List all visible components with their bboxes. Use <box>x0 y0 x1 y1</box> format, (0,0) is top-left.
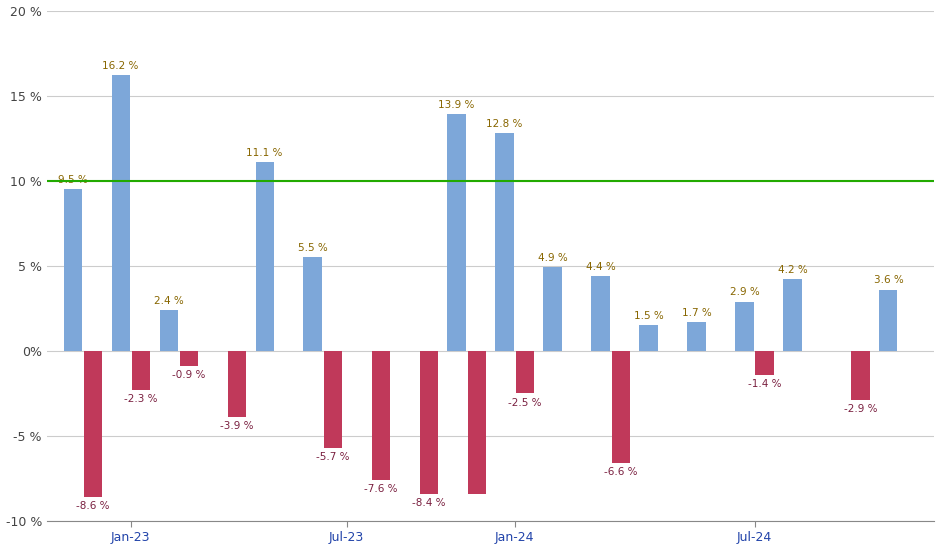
Bar <box>687 322 706 351</box>
Text: -5.7 %: -5.7 % <box>316 452 350 462</box>
Text: -8.6 %: -8.6 % <box>76 502 110 512</box>
Bar <box>612 351 630 463</box>
Bar <box>227 351 246 417</box>
Bar <box>160 310 178 351</box>
Bar <box>879 290 898 351</box>
Bar <box>515 351 534 393</box>
Bar <box>591 276 610 351</box>
Text: 5.5 %: 5.5 % <box>298 243 327 253</box>
Text: 1.5 %: 1.5 % <box>634 311 664 321</box>
Text: -3.9 %: -3.9 % <box>220 421 254 432</box>
Bar <box>256 162 274 351</box>
Text: -2.9 %: -2.9 % <box>844 404 877 415</box>
Bar <box>495 133 513 351</box>
Bar <box>132 351 150 390</box>
Text: -2.3 %: -2.3 % <box>124 394 158 404</box>
Bar <box>180 351 198 366</box>
Text: 3.6 %: 3.6 % <box>873 276 903 285</box>
Bar <box>543 267 561 351</box>
Text: -1.4 %: -1.4 % <box>748 379 781 389</box>
Text: 4.2 %: 4.2 % <box>777 265 807 275</box>
Bar <box>852 351 870 400</box>
Bar <box>639 326 658 351</box>
Bar <box>64 189 82 351</box>
Bar <box>467 351 486 494</box>
Text: 4.4 %: 4.4 % <box>586 262 616 272</box>
Bar <box>756 351 774 375</box>
Text: -7.6 %: -7.6 % <box>364 485 398 494</box>
Text: -8.4 %: -8.4 % <box>412 498 446 508</box>
Text: 12.8 %: 12.8 % <box>486 119 523 129</box>
Text: 1.7 %: 1.7 % <box>682 307 712 318</box>
Bar <box>323 351 342 448</box>
Bar <box>783 279 802 351</box>
Text: 16.2 %: 16.2 % <box>102 61 139 71</box>
Text: 4.9 %: 4.9 % <box>538 253 568 263</box>
Text: -6.6 %: -6.6 % <box>603 468 637 477</box>
Text: 9.5 %: 9.5 % <box>58 175 87 185</box>
Text: -2.5 %: -2.5 % <box>508 398 541 408</box>
Bar <box>735 301 754 351</box>
Bar <box>371 351 390 480</box>
Text: 2.9 %: 2.9 % <box>729 287 760 297</box>
Bar <box>112 75 130 351</box>
Text: -0.9 %: -0.9 % <box>172 371 206 381</box>
Text: 13.9 %: 13.9 % <box>438 100 475 110</box>
Bar <box>447 114 465 351</box>
Text: 2.4 %: 2.4 % <box>154 296 183 306</box>
Text: 11.1 %: 11.1 % <box>246 148 283 158</box>
Bar <box>84 351 102 497</box>
Bar <box>304 257 321 351</box>
Bar <box>419 351 438 494</box>
